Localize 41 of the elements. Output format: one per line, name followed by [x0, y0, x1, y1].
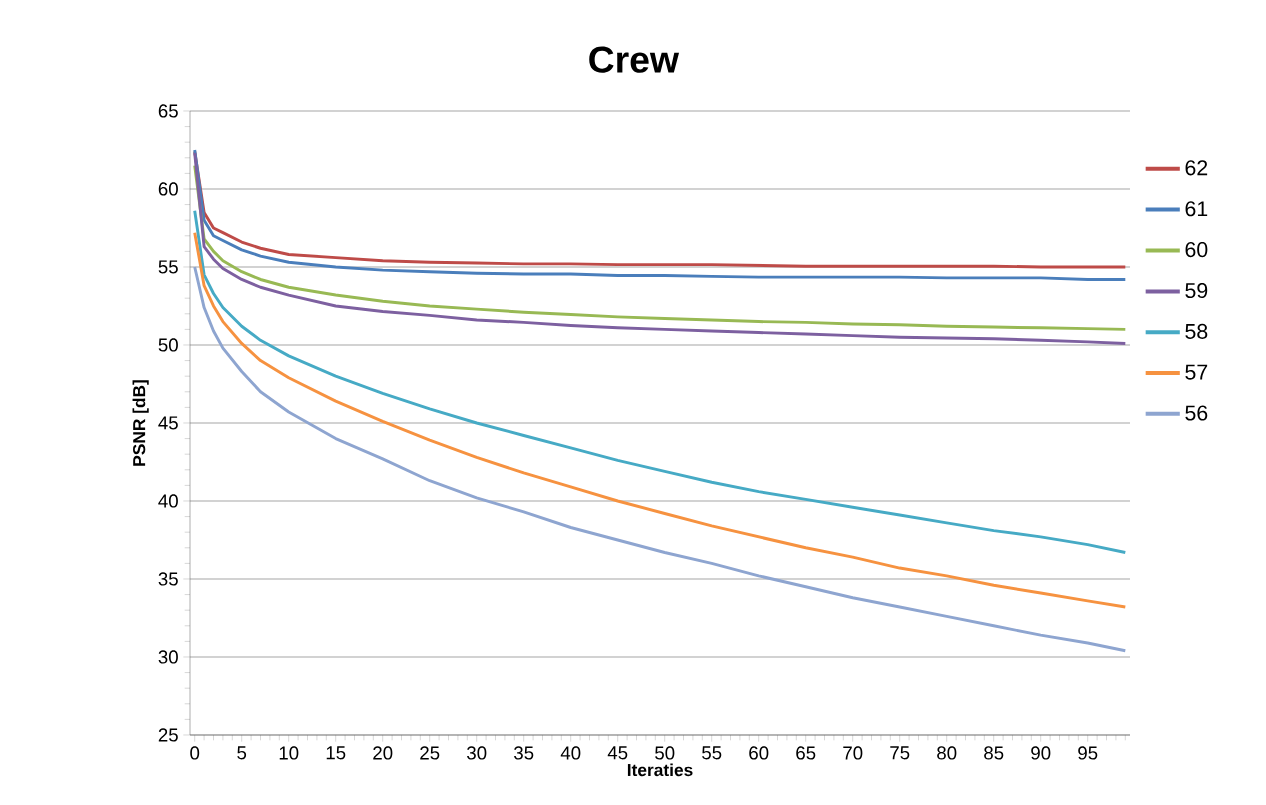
y-tick-label: 55	[158, 260, 178, 274]
y-axis-title: PSNR [dB]	[132, 380, 149, 466]
x-tick-label: 40	[560, 746, 581, 760]
x-tick-label: 30	[467, 746, 487, 760]
x-tick-label: 15	[326, 746, 346, 760]
x-tick-label: 0	[190, 746, 200, 760]
x-tick-label: 35	[514, 746, 534, 760]
x-tick-label: 45	[607, 746, 628, 760]
y-tick-label: 30	[158, 650, 178, 664]
line-series	[193, 209, 1127, 554]
x-tick-label: 5	[237, 746, 247, 760]
x-tick-label: 20	[373, 746, 393, 760]
x-tick-label: 10	[279, 746, 299, 760]
legend-label: 56	[1185, 405, 1208, 421]
legend-label: 58	[1185, 323, 1208, 339]
legend-label: 61	[1185, 201, 1208, 217]
x-tick-label: 25	[420, 746, 440, 760]
line-series	[193, 265, 1127, 653]
x-tick-label: 85	[984, 746, 1004, 760]
x-tick-label: 90	[1031, 746, 1051, 760]
y-tick-label: 50	[158, 338, 178, 352]
x-axis-title: Iteraties	[627, 763, 693, 777]
y-tick-label: 40	[158, 494, 178, 508]
y-tick-label: 65	[158, 104, 178, 118]
x-tick-label: 50	[655, 746, 675, 760]
chart-title: Crew	[589, 46, 680, 73]
legend-label: 60	[1185, 242, 1208, 258]
x-tick-label: 60	[749, 746, 769, 760]
x-tick-label: 65	[796, 746, 816, 760]
x-tick-label: 75	[890, 746, 910, 760]
y-tick-label: 60	[158, 182, 178, 196]
legend-label: 57	[1185, 364, 1208, 380]
legend-label: 59	[1185, 282, 1208, 299]
legend-label: 62	[1185, 160, 1208, 176]
x-tick-label: 95	[1078, 746, 1098, 760]
y-tick-label: 35	[158, 572, 178, 586]
x-tick-label: 55	[702, 746, 722, 760]
y-tick-label: 45	[158, 416, 178, 430]
y-tick-label: 25	[158, 728, 178, 742]
x-tick-label: 80	[937, 746, 957, 760]
x-tick-label: 70	[843, 746, 863, 760]
